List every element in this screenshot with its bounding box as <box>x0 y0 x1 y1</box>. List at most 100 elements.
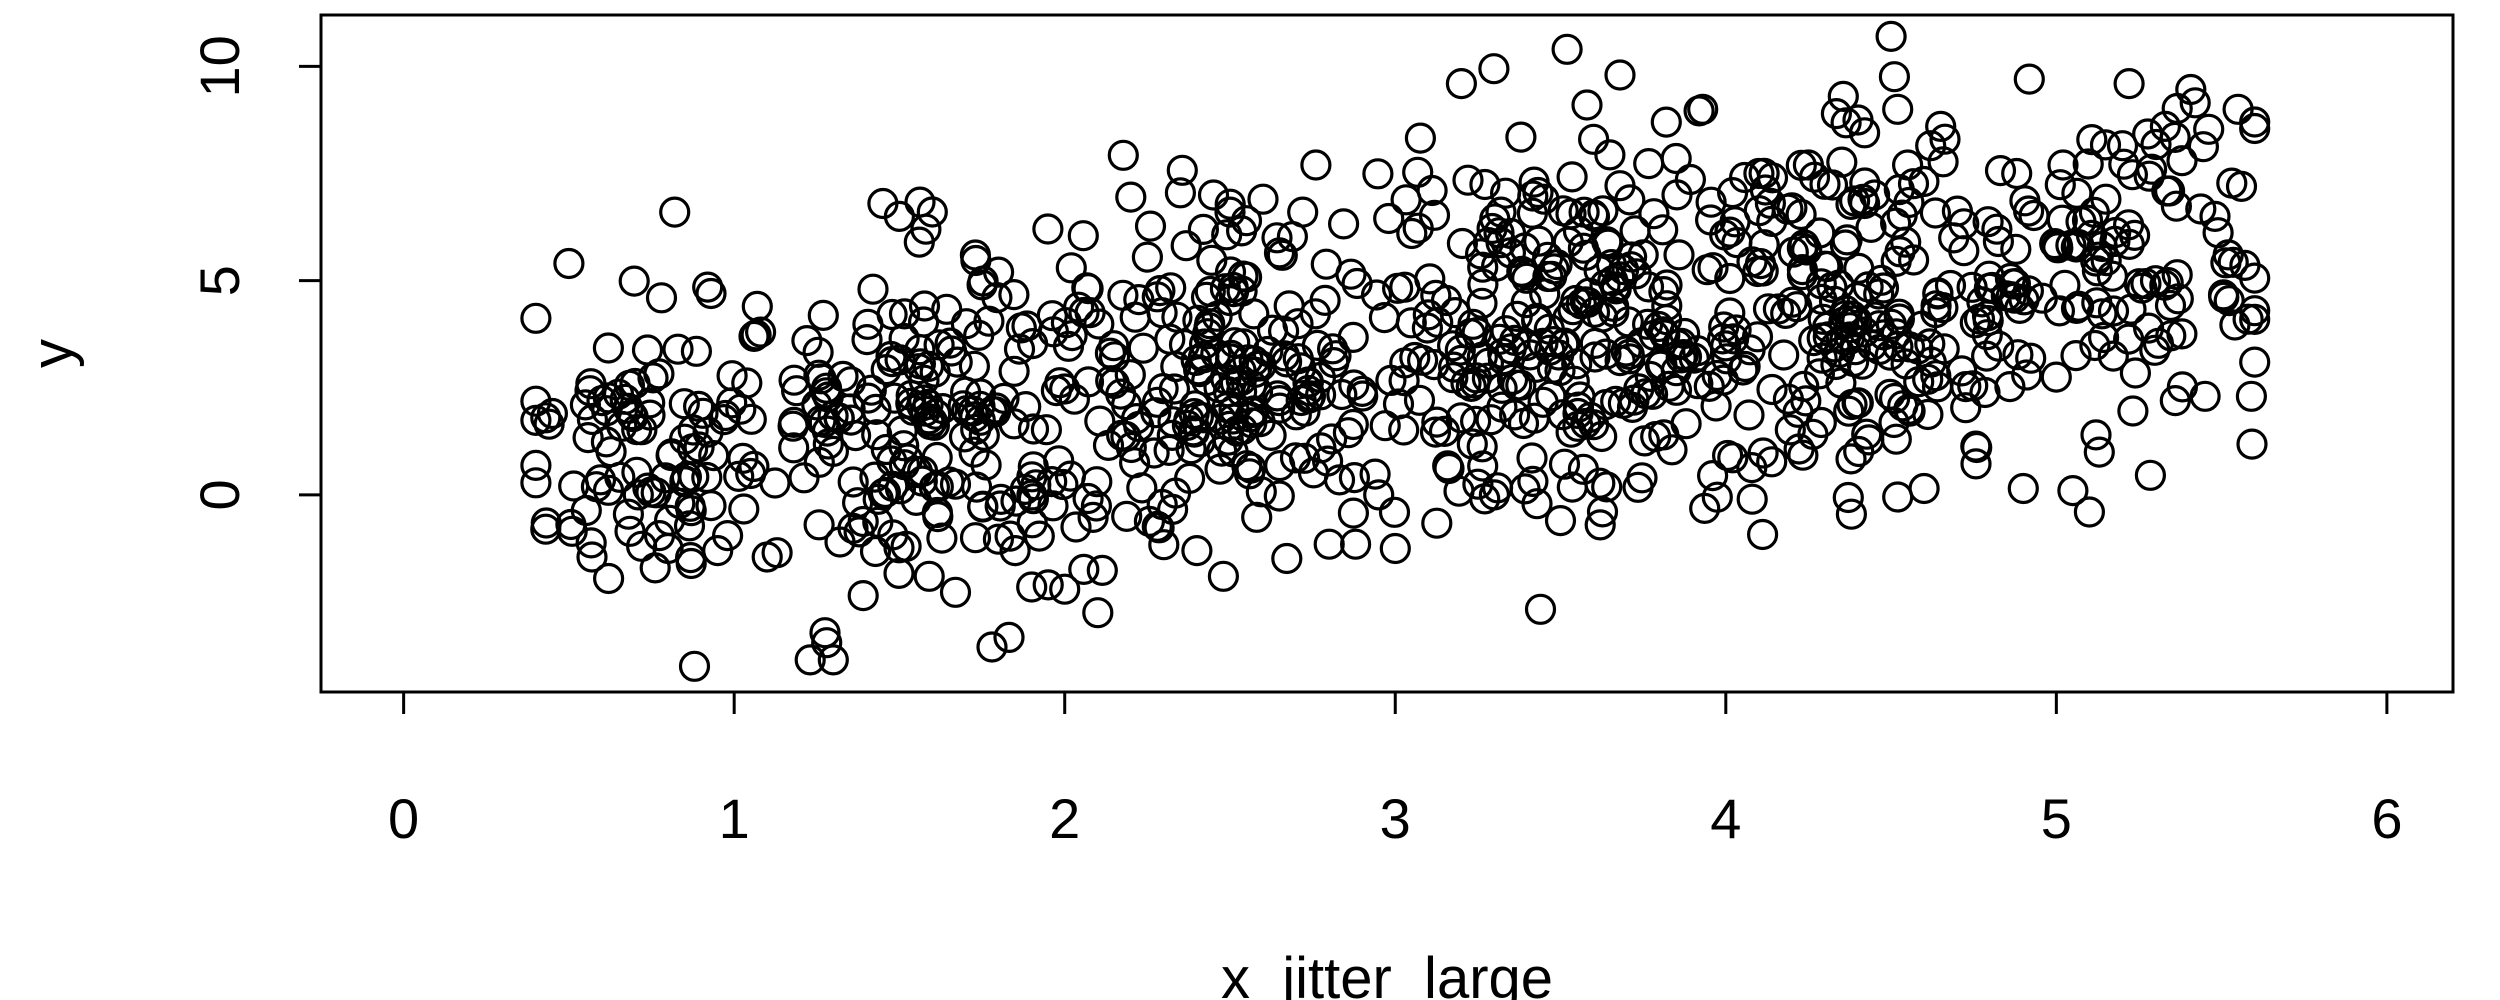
data-point <box>1756 446 1788 478</box>
data-point <box>2097 295 2130 327</box>
data-point <box>1138 437 1170 469</box>
data-point <box>634 399 666 431</box>
data-point <box>2086 298 2118 330</box>
data-point <box>1984 155 2017 187</box>
data-point <box>959 522 992 554</box>
data-point <box>1475 404 1507 436</box>
data-point <box>2239 303 2271 335</box>
data-point <box>888 298 921 330</box>
data-point <box>2042 232 2074 264</box>
data-point <box>1382 388 1415 420</box>
data-point <box>1950 371 1982 403</box>
data-point <box>1908 472 1940 505</box>
x-tick-label: 3 <box>1380 787 1411 850</box>
data-point <box>1439 297 1471 329</box>
data-point <box>1972 206 2004 238</box>
data-point <box>922 500 954 533</box>
data-point <box>1332 417 1365 449</box>
data-point <box>687 397 719 429</box>
data-point <box>1708 311 1740 343</box>
data-point <box>1517 465 1549 497</box>
data-point <box>1748 157 1780 189</box>
data-point <box>740 319 772 351</box>
data-point <box>2000 233 2032 265</box>
data-point <box>980 392 1012 424</box>
data-point <box>1587 195 1619 227</box>
data-point <box>1565 288 1597 320</box>
data-point <box>1838 345 1870 378</box>
data-point <box>1579 341 1611 373</box>
data-point <box>1925 110 1957 143</box>
data-point <box>1200 338 1232 370</box>
data-point <box>1255 419 1287 451</box>
data-point <box>1445 402 1477 434</box>
data-point <box>1469 168 1501 201</box>
data-point <box>1816 169 1849 201</box>
x-tick-label: 5 <box>2041 787 2072 850</box>
data-point <box>1929 123 1961 155</box>
data-point <box>1114 359 1146 391</box>
data-point <box>1017 413 1050 445</box>
data-point <box>2116 159 2148 191</box>
data-point <box>1280 399 1312 431</box>
data-point <box>809 617 841 649</box>
data-point <box>2001 157 2033 190</box>
data-point <box>998 279 1030 311</box>
data-point <box>738 450 770 482</box>
data-point <box>855 374 887 406</box>
data-point <box>1875 20 1907 53</box>
data-point <box>939 576 972 608</box>
data-point <box>1691 254 1723 286</box>
data-point <box>913 560 945 592</box>
data-point <box>1700 390 1732 422</box>
data-point <box>553 247 585 280</box>
data-point <box>1445 67 1478 100</box>
data-point <box>1164 177 1197 209</box>
data-point <box>1770 297 1802 329</box>
data-point <box>780 375 813 407</box>
data-point <box>1496 363 1529 395</box>
data-point <box>708 404 740 436</box>
data-point <box>1133 505 1166 538</box>
data-point <box>1638 198 1670 230</box>
data-point <box>1969 376 2001 409</box>
data-point <box>1347 380 1379 412</box>
data-point <box>1337 408 1369 441</box>
data-point <box>1832 481 1864 514</box>
data-point <box>2096 260 2128 292</box>
data-point <box>1604 345 1636 377</box>
data-point <box>1777 236 1809 268</box>
data-point <box>941 346 973 378</box>
data-point <box>1971 319 2003 351</box>
data-point <box>2202 217 2234 249</box>
data-point <box>1241 501 1273 533</box>
data-point <box>895 387 927 419</box>
data-point <box>1421 406 1453 438</box>
data-point <box>2009 185 2041 217</box>
data-point <box>520 467 552 499</box>
data-point <box>861 419 893 451</box>
data-point <box>614 515 646 547</box>
data-point <box>2002 339 2034 371</box>
data-point <box>888 322 920 355</box>
data-point <box>2117 395 2149 427</box>
data-point <box>851 324 883 356</box>
data-point <box>744 316 777 348</box>
data-point <box>794 644 826 676</box>
data-point <box>1650 106 1682 138</box>
data-point <box>1577 123 1610 155</box>
data-point <box>1878 61 1911 93</box>
data-point <box>2239 346 2271 378</box>
data-point <box>2119 219 2151 251</box>
data-point <box>1919 197 1952 229</box>
data-point <box>1115 181 1147 213</box>
data-point <box>2199 200 2231 232</box>
data-point <box>1153 434 1185 466</box>
data-point <box>904 186 936 218</box>
data-point <box>1310 248 1342 280</box>
data-point <box>2166 145 2198 177</box>
data-point <box>2239 112 2271 145</box>
data-point <box>1086 554 1118 587</box>
data-point <box>1754 187 1787 219</box>
data-point <box>2185 193 2217 225</box>
